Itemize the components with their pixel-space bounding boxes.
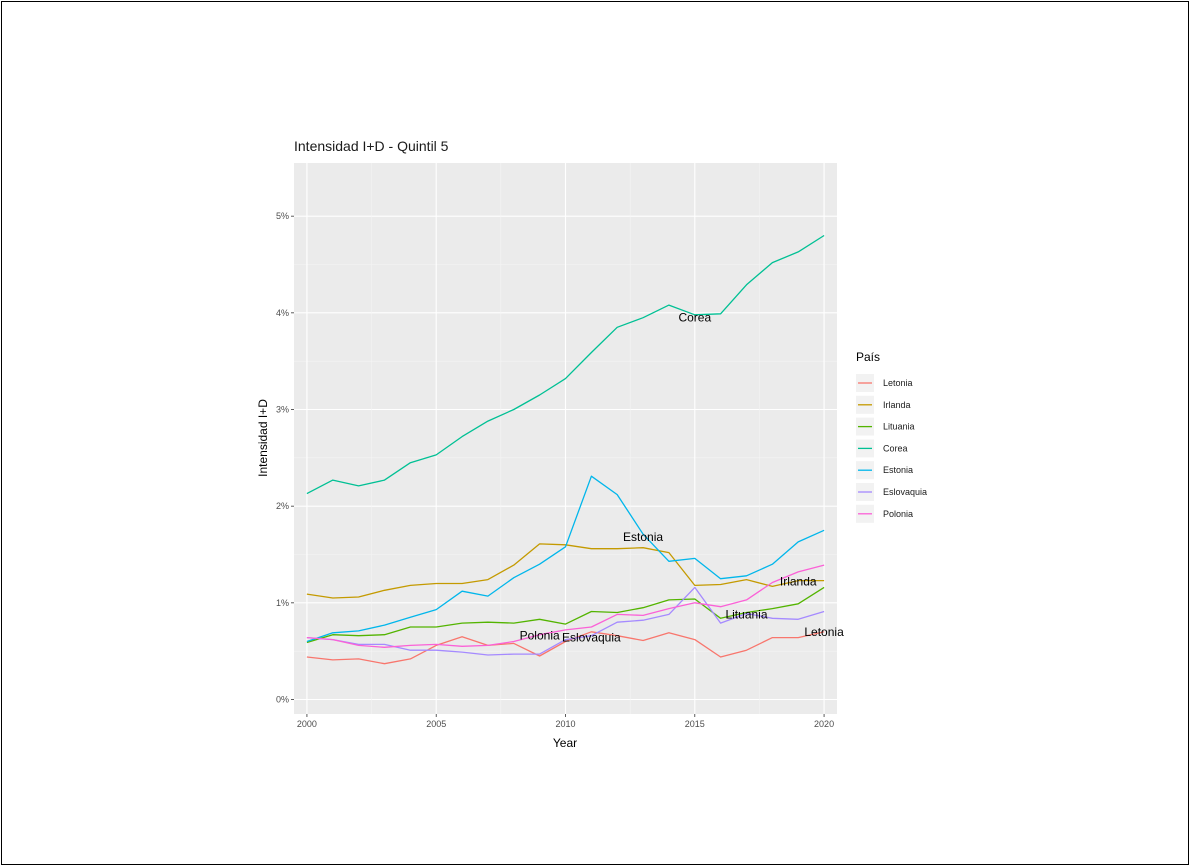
y-tick-label: 2% bbox=[276, 501, 289, 511]
annotation-irlanda: Irlanda bbox=[780, 575, 817, 589]
y-tick-label: 5% bbox=[276, 211, 289, 221]
chart-title: Intensidad I+D - Quintil 5 bbox=[294, 138, 449, 154]
x-tick-label: 2020 bbox=[814, 719, 834, 729]
annotation-lituania: Lituania bbox=[725, 607, 767, 621]
legend-label-polonia: Polonia bbox=[883, 509, 913, 519]
annotation-letonia: Letonia bbox=[804, 625, 844, 639]
legend: País Letonia Irlanda Lituania Corea Estonia E… bbox=[856, 350, 927, 523]
y-tick-label: 0% bbox=[276, 695, 289, 705]
y-axis-title: Intensidad I+D bbox=[256, 399, 270, 477]
series-annotations: Corea Estonia Irlanda Lituania Letonia Poloni… bbox=[520, 311, 844, 645]
x-axis: 2000 2005 2010 2015 2020 bbox=[297, 714, 834, 729]
annotation-polonia: Polonia bbox=[520, 629, 560, 643]
legend-label-eslovaquia: Eslovaquia bbox=[883, 487, 927, 497]
legend-label-irlanda: Irlanda bbox=[883, 400, 911, 410]
annotation-eslovaquia: Eslovaquia bbox=[562, 631, 621, 645]
series-lines bbox=[306, 234, 825, 665]
y-axis: 0% 1% 2% 3% 4% 5% bbox=[276, 211, 294, 705]
legend-title: País bbox=[856, 350, 880, 364]
x-axis-title: Year bbox=[553, 736, 577, 750]
legend-label-letonia: Letonia bbox=[883, 378, 913, 388]
legend-label-corea: Corea bbox=[883, 443, 908, 453]
series-line-letonia bbox=[306, 631, 825, 665]
y-tick-label: 4% bbox=[276, 308, 289, 318]
series-line-irlanda bbox=[306, 543, 825, 599]
x-tick-label: 2015 bbox=[685, 719, 705, 729]
series-line-polonia bbox=[306, 564, 825, 648]
series-line-lituania bbox=[306, 586, 825, 644]
legend-label-lituania: Lituania bbox=[883, 422, 915, 432]
legend-label-estonia: Estonia bbox=[883, 465, 913, 475]
y-tick-label: 3% bbox=[276, 405, 289, 415]
x-tick-label: 2010 bbox=[555, 719, 575, 729]
grid-lines bbox=[294, 163, 837, 714]
x-tick-label: 2005 bbox=[426, 719, 446, 729]
annotation-estonia: Estonia bbox=[623, 530, 663, 544]
y-tick-label: 1% bbox=[276, 598, 289, 608]
annotation-corea: Corea bbox=[678, 311, 711, 325]
x-tick-label: 2000 bbox=[297, 719, 317, 729]
series-line-estonia bbox=[306, 475, 825, 643]
series-line-corea bbox=[306, 234, 825, 495]
